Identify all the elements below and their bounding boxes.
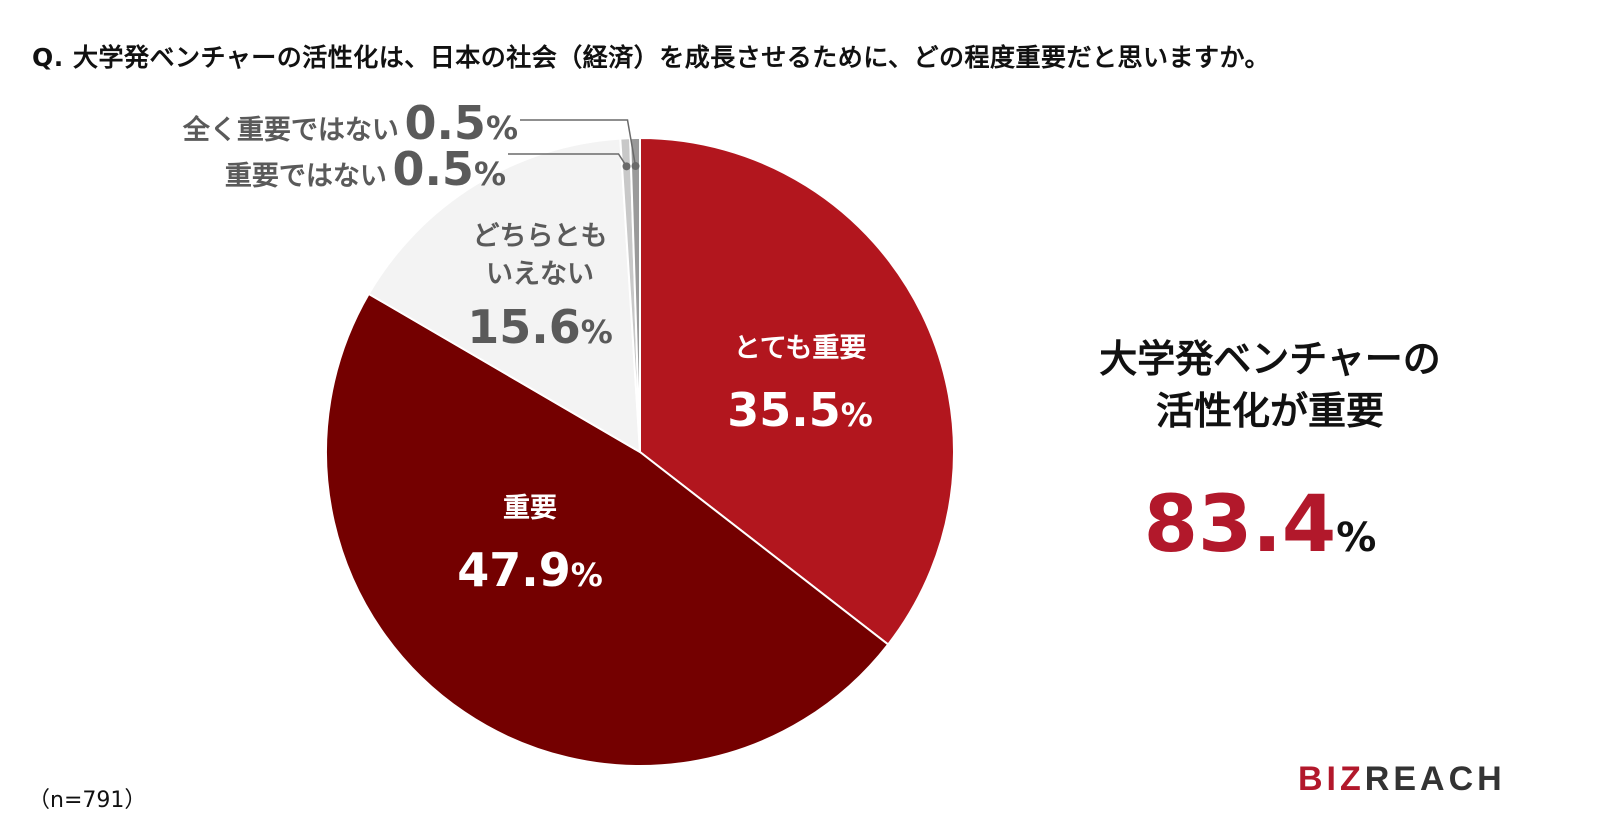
summary-title-line1: 大学発ベンチャーの xyxy=(1099,337,1441,381)
percent-sign: % xyxy=(580,313,613,351)
summary-total-percent-sign: % xyxy=(1336,515,1377,561)
percent-sign: % xyxy=(570,556,603,594)
leader-line-not-important-at-all xyxy=(520,119,637,167)
leader-line-not-important-dot xyxy=(622,162,631,171)
callout-label-not-important: 重要ではない 0.5% xyxy=(130,142,506,196)
slice-value-very-important: 35.5 xyxy=(727,383,841,437)
logo-text-red: BIZ xyxy=(1298,760,1365,798)
slice-label-neutral: どちらとも いえない 15.6% xyxy=(430,218,650,357)
slice-neutral xyxy=(367,137,642,454)
summary-total-value: 83.4 xyxy=(1143,480,1337,570)
leader-line-not-important xyxy=(508,153,628,167)
sample-size: （n=791） xyxy=(28,788,147,813)
callout-value-not-important: 0.5 xyxy=(392,142,474,196)
percent-sign: % xyxy=(473,155,506,193)
summary-total: 83.4% xyxy=(1060,480,1460,570)
slice-value-important: 47.9 xyxy=(457,543,571,597)
slice-important xyxy=(325,292,890,767)
percent-sign: % xyxy=(840,396,873,434)
slice-category-important: 重要 xyxy=(503,493,557,524)
callout-label-not-important-at-all: 全く重要ではない 0.5% xyxy=(138,96,518,150)
summary-title-line2: 活性化が重要 xyxy=(1155,389,1384,433)
slice-very-important xyxy=(639,136,955,646)
summary-title: 大学発ベンチャーの 活性化が重要 xyxy=(1060,333,1480,437)
percent-sign: % xyxy=(485,109,518,147)
logo-text-rest: REACH xyxy=(1364,760,1506,798)
callout-category-not-important-at-all: 全く重要ではない xyxy=(182,115,399,146)
leader-line-not-important-at-all-dot xyxy=(631,162,640,171)
slice-value-neutral: 15.6 xyxy=(467,300,581,354)
callout-category-not-important: 重要ではない xyxy=(224,161,387,192)
slice-category-neutral-line2: いえない xyxy=(486,259,594,290)
slice-category-neutral-line1: どちらとも xyxy=(472,221,608,252)
slice-label-very-important: とても重要 35.5% xyxy=(700,326,900,437)
bizreach-logo: BIZREACH xyxy=(1298,760,1506,799)
chart-question-title: Q. 大学発ベンチャーの活性化は、日本の社会（経済）を成長させるために、どの程度… xyxy=(32,43,1270,72)
callout-value-not-important-at-all: 0.5 xyxy=(404,96,486,150)
slice-category-very-important: とても重要 xyxy=(733,333,867,364)
slice-label-important: 重要 47.9% xyxy=(430,486,630,597)
